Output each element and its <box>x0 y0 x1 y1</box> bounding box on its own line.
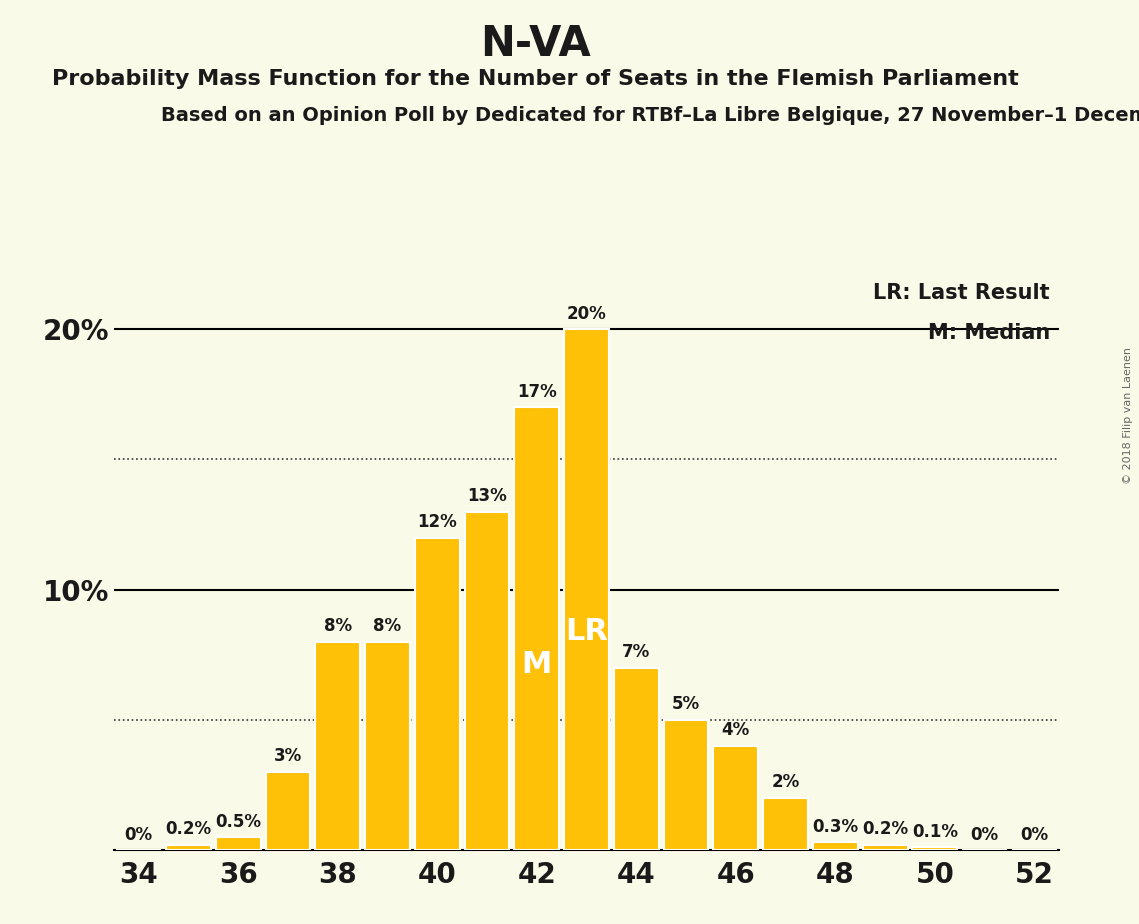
Bar <box>366 642 410 850</box>
Bar <box>316 642 360 850</box>
Text: Probability Mass Function for the Number of Seats in the Flemish Parliament: Probability Mass Function for the Number… <box>52 69 1018 90</box>
Bar <box>515 407 559 850</box>
Text: LR: Last Result: LR: Last Result <box>874 283 1050 303</box>
Text: 3%: 3% <box>273 748 302 765</box>
Bar <box>862 845 908 850</box>
Text: 0.3%: 0.3% <box>812 818 859 835</box>
Text: 12%: 12% <box>417 513 457 531</box>
Text: 0.5%: 0.5% <box>215 812 261 831</box>
Text: 0%: 0% <box>124 825 153 844</box>
Bar <box>763 798 808 850</box>
Bar <box>415 538 460 850</box>
Bar <box>465 512 509 850</box>
Text: 17%: 17% <box>517 383 557 401</box>
Text: 13%: 13% <box>467 487 507 505</box>
Text: © 2018 Filip van Laenen: © 2018 Filip van Laenen <box>1123 347 1133 484</box>
Bar <box>265 772 311 850</box>
Text: 7%: 7% <box>622 643 650 662</box>
Text: 0.1%: 0.1% <box>912 823 958 841</box>
Bar <box>614 668 658 850</box>
Text: 0.2%: 0.2% <box>862 821 908 838</box>
Text: 2%: 2% <box>771 773 800 792</box>
Text: M: Median: M: Median <box>927 323 1050 343</box>
Text: M: M <box>522 650 552 678</box>
Text: LR: LR <box>565 617 608 646</box>
Bar <box>564 329 609 850</box>
Text: 8%: 8% <box>374 617 402 636</box>
Text: 4%: 4% <box>722 722 749 739</box>
Text: 20%: 20% <box>567 305 606 322</box>
Text: Based on an Opinion Poll by Dedicated for RTBf–La Libre Belgique, 27 November–1 : Based on an Opinion Poll by Dedicated fo… <box>161 106 1139 126</box>
Bar <box>813 843 858 850</box>
Bar <box>166 845 211 850</box>
Text: 8%: 8% <box>323 617 352 636</box>
Bar <box>912 847 957 850</box>
Bar <box>713 746 759 850</box>
Bar <box>664 720 708 850</box>
Text: 0.2%: 0.2% <box>165 821 212 838</box>
Bar <box>216 837 261 850</box>
Text: 0%: 0% <box>1021 825 1049 844</box>
Text: N-VA: N-VA <box>480 23 591 65</box>
Text: 5%: 5% <box>672 696 700 713</box>
Text: 0%: 0% <box>970 825 999 844</box>
